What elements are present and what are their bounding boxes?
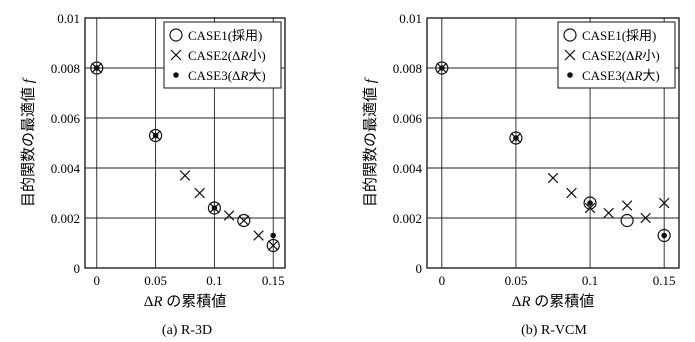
- x-tick-label: 0.15: [262, 273, 285, 288]
- legend-box: [557, 21, 676, 89]
- x-tick-label: 0.05: [505, 273, 528, 288]
- x-tick-label: 0.15: [653, 273, 676, 288]
- point-case2: [238, 215, 250, 226]
- y-tick-label: 0.004: [393, 161, 423, 176]
- legend: CASE1(採用) CASE2(ΔR小) CASE3(ΔR大): [163, 21, 282, 89]
- chart-panel-2: 0 0.05 0.1 0.15 0 0.002 0.004 0.006 0.008 0.01 ΔR …: [361, 11, 680, 338]
- x-tick-label: 0.1: [206, 273, 222, 288]
- plot-frame: [84, 17, 286, 269]
- legend-label: CASE1(採用): [582, 28, 656, 43]
- point-case2: [566, 187, 577, 199]
- point-case1: [509, 131, 523, 145]
- x-tick-label: 0.05: [144, 273, 167, 288]
- panel-caption: (a) R-3D: [162, 323, 212, 338]
- point-case2: [621, 200, 633, 211]
- legend-label: CASE3(ΔR大): [188, 68, 266, 83]
- y-tick-label: 0: [416, 261, 423, 276]
- legend-label: CASE2(ΔR小): [582, 48, 660, 63]
- y-tick-label: 0: [74, 261, 81, 276]
- y-tick-label: 0.01: [57, 11, 80, 26]
- point-case1: [657, 228, 671, 243]
- legend-label: CASE1(採用): [188, 28, 262, 43]
- point-case1: [207, 201, 222, 215]
- y-tick-label: 0.002: [393, 211, 422, 226]
- point-case2: [658, 197, 670, 209]
- y-axis-label: 目的関数の最適値 f: [19, 77, 37, 207]
- point-case3: [152, 132, 159, 139]
- point-case3: [587, 200, 593, 206]
- point-case1: [148, 128, 163, 143]
- point-case3: [270, 232, 277, 239]
- legend-box: [163, 21, 282, 89]
- point-case1: [266, 238, 280, 253]
- legend-marker-dot: [173, 72, 179, 78]
- panel-caption: (b) R-VCM: [521, 323, 587, 338]
- legend-marker-circle: [169, 28, 183, 42]
- legend-marker-x: [170, 49, 182, 61]
- x-axis-label: ΔR の累積値: [512, 293, 595, 310]
- point-case1: [620, 213, 634, 228]
- legend-marker-x: [564, 49, 576, 61]
- x-tick-label: 0: [439, 273, 446, 288]
- y-axis-label: 目的関数の最適値 f: [361, 77, 379, 207]
- point-case2: [194, 187, 205, 199]
- point-case3: [513, 135, 519, 141]
- point-case2: [584, 202, 596, 214]
- legend: CASE1(採用) CASE2(ΔR小) CASE3(ΔR大): [557, 21, 676, 89]
- point-case1: [90, 61, 104, 75]
- point-case1: [435, 61, 449, 75]
- point-case2: [547, 172, 559, 184]
- y-tick-label: 0.006: [393, 111, 423, 126]
- y-tick-label: 0.01: [399, 11, 422, 26]
- point-case2: [223, 210, 235, 221]
- point-case2: [179, 170, 191, 181]
- legend-marker-circle: [563, 28, 577, 42]
- point-case3: [211, 205, 218, 211]
- point-case2: [640, 212, 651, 224]
- y-tick-label: 0.006: [51, 111, 81, 126]
- point-case3: [439, 65, 445, 71]
- y-tick-label: 0.008: [51, 61, 80, 76]
- legend-label: CASE3(ΔR大): [582, 68, 660, 83]
- legend-label: CASE2(ΔR小): [188, 48, 266, 63]
- chart-panel-1: 0 0.05 0.1 0.15 0 0.002 0.004 0.006 0.008 0.01 ΔR …: [19, 11, 286, 338]
- point-case3: [93, 65, 100, 71]
- point-case3: [661, 232, 667, 239]
- point-case2: [253, 230, 264, 241]
- legend-marker-dot: [567, 72, 573, 78]
- y-tick-label: 0.008: [393, 61, 422, 76]
- point-case1: [583, 196, 597, 210]
- y-tick-label: 0.004: [51, 161, 81, 176]
- x-tick-label: 0.1: [582, 273, 598, 288]
- x-tick-label: 0: [94, 273, 101, 288]
- plot-frame: [426, 17, 680, 269]
- y-tick-label: 0.002: [51, 211, 80, 226]
- point-case1: [237, 213, 251, 228]
- x-axis-label: ΔR の累積値: [144, 293, 227, 310]
- point-case2: [603, 207, 614, 219]
- point-case2: [268, 240, 279, 251]
